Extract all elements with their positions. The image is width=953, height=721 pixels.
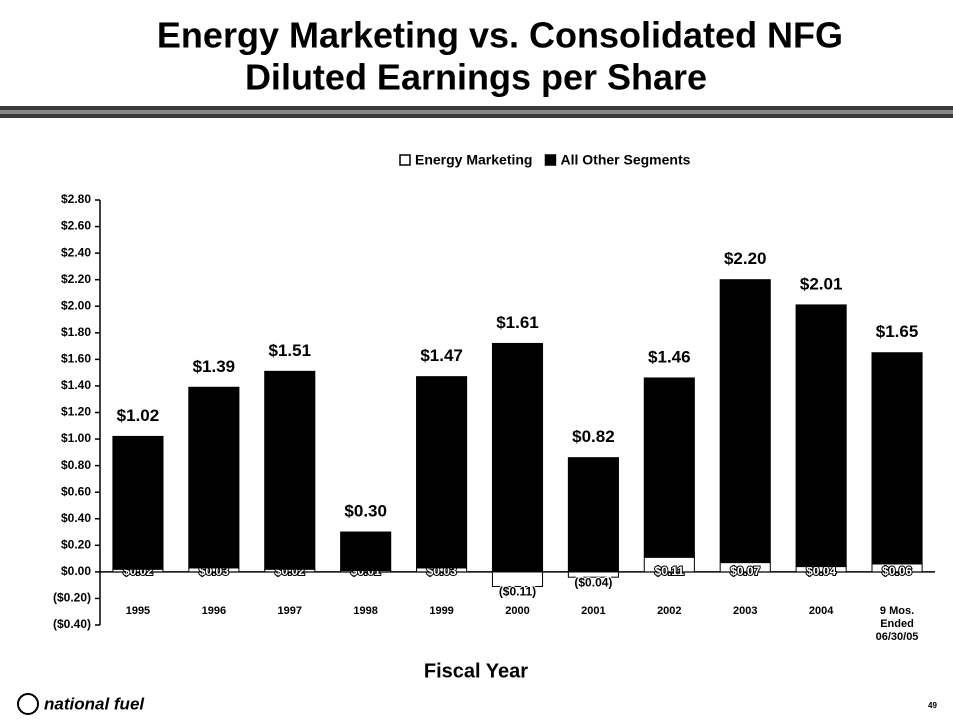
x-tick-label-box: 2003 [732,605,758,617]
x-tick-label: 2004 [808,605,834,617]
total-label: $0.82 [572,427,615,446]
total-label: $1.02 [117,406,160,425]
x-tick-label: 9 Mos. Ended 06/30/05 [875,605,919,643]
legend-label: All Other Segments [560,152,690,168]
bar-segment [188,386,240,569]
x-tick-label-box: 9 Mos. Ended 06/30/05 [875,605,919,643]
y-tick-label: $0.80 [61,458,91,472]
y-tick-label: ($0.40) [53,617,91,631]
x-tick-label-box: 1996 [201,605,227,617]
x-tick-label: 1995 [125,605,151,617]
y-tick-label: $0.60 [61,484,91,498]
total-label: $1.39 [193,357,236,376]
total-label: $1.47 [420,346,463,365]
y-tick-label: $2.60 [61,219,91,233]
y-tick-label: $1.20 [61,405,91,419]
x-tick-label-box: 1997 [277,605,302,617]
total-label: $1.61 [496,313,539,332]
total-label: $2.01 [800,274,843,293]
segment-label: ($0.04) [574,575,612,589]
bar-segment [643,377,695,558]
x-tick-label: 2001 [581,605,606,617]
y-tick-label: $1.60 [61,352,91,366]
segment-label: $0.11 [655,564,685,578]
x-tick-label-box: 2000 [505,605,530,617]
total-label: $1.51 [268,341,311,360]
bar-segment [871,352,923,565]
y-tick-label: $0.40 [61,511,91,525]
y-tick-label: $1.00 [61,431,91,445]
legend-swatch [399,154,411,166]
logo-text: national fuel [44,694,145,713]
x-tick-label-box: 2001 [581,605,606,617]
legend-swatch [544,154,557,166]
x-axis-label: Fiscal Year [424,660,528,682]
legend-label: Energy Marketing [415,152,532,168]
x-tick-label: 2002 [657,605,682,617]
x-tick-label-box: 1999 [429,605,454,617]
x-tick-label-box: 2002 [657,605,682,617]
x-tick-label: 1998 [353,605,378,617]
bar-segment [567,457,619,573]
y-tick-label: $2.40 [61,245,91,259]
total-label: $0.30 [344,502,387,521]
x-tick-label: 2003 [732,605,758,617]
chart-subtitle: Diluted Earnings per Share [245,57,707,98]
y-tick-label: ($0.20) [53,591,91,605]
segment-label: ($0.11) [499,585,536,599]
y-tick-label: $1.80 [61,325,91,339]
chart-title: Energy Marketing vs. Consolidated NFG [157,15,843,56]
y-tick-label: $2.20 [61,272,91,286]
bar-segment [340,531,392,572]
bar-segment [112,435,164,570]
x-tick-label: 1997 [277,605,302,617]
bar-segment [491,342,544,573]
total-label: $2.20 [724,249,767,268]
total-label: $1.46 [648,347,691,366]
bar-segment [719,279,771,564]
y-tick-label: $0.20 [61,537,91,551]
x-tick-label: 1996 [201,605,227,617]
x-tick-label-box: 1995 [125,605,151,617]
segment-label: $0.07 [730,564,760,578]
y-tick-label: $1.40 [61,378,91,392]
y-tick-label: $0.00 [61,564,91,578]
x-tick-label: 1999 [429,605,454,617]
x-tick-label-box: 2004 [808,605,834,617]
y-tick-label: $2.00 [61,298,91,312]
segment-label: $0.06 [882,564,912,578]
title-band-texture [0,110,953,114]
bar-segment [795,304,847,568]
y-tick-label: $2.80 [61,192,91,206]
bar-segment [416,376,468,569]
x-tick-label: 2000 [505,605,530,617]
bar-segment [264,370,316,570]
total-label: $1.65 [876,322,919,341]
logo-icon [17,693,39,715]
page-number: 49 [928,701,937,710]
x-tick-label-box: 1998 [353,605,378,617]
